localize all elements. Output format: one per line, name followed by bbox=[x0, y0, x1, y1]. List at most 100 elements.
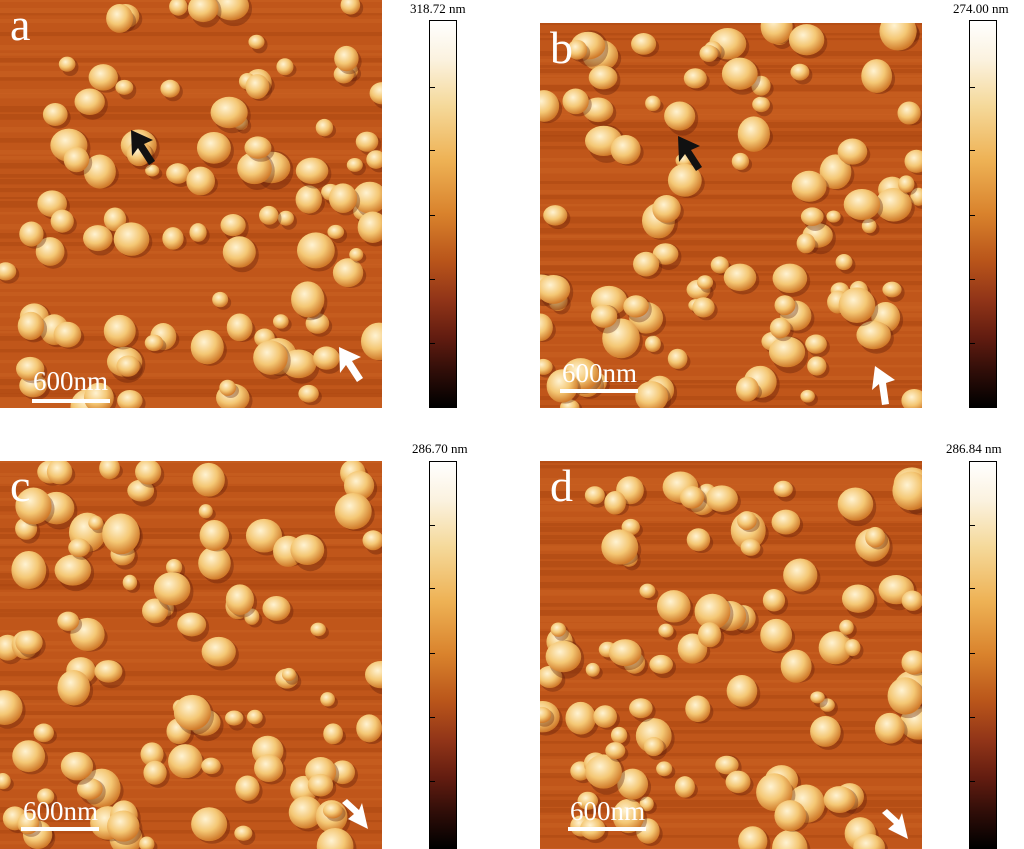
particle bbox=[565, 701, 596, 735]
particle bbox=[254, 754, 284, 783]
particle bbox=[76, 778, 103, 800]
particle bbox=[751, 75, 771, 96]
scan-line bbox=[0, 89, 382, 94]
black-arrow-icon bbox=[678, 136, 702, 171]
particle bbox=[153, 572, 191, 606]
scan-line bbox=[540, 544, 922, 551]
particle bbox=[796, 233, 816, 254]
particle bbox=[237, 151, 272, 185]
particle bbox=[874, 712, 905, 744]
particle bbox=[601, 529, 639, 565]
particle bbox=[343, 470, 375, 501]
scan-line bbox=[540, 109, 922, 115]
particle bbox=[740, 539, 761, 556]
particle bbox=[244, 608, 260, 625]
scan-line bbox=[0, 477, 382, 484]
scan-line bbox=[0, 786, 382, 790]
scale-bar bbox=[32, 399, 110, 403]
particle bbox=[37, 788, 55, 805]
scan-line bbox=[540, 517, 922, 522]
particle bbox=[224, 710, 244, 726]
particle bbox=[692, 297, 715, 318]
particle bbox=[187, 0, 219, 23]
scan-line bbox=[540, 554, 922, 560]
scale-bar bbox=[560, 389, 638, 393]
particle bbox=[199, 519, 230, 551]
particle bbox=[901, 590, 922, 611]
particle bbox=[904, 149, 922, 173]
particle bbox=[189, 223, 207, 242]
particle bbox=[186, 166, 215, 196]
scan-line bbox=[540, 365, 922, 368]
particle bbox=[791, 170, 827, 202]
particle bbox=[664, 101, 696, 131]
scan-line bbox=[0, 71, 382, 78]
particle bbox=[697, 622, 722, 648]
scan-line bbox=[540, 461, 922, 464]
particle bbox=[636, 818, 660, 844]
particle bbox=[57, 611, 80, 631]
particle bbox=[540, 90, 560, 122]
particle bbox=[334, 493, 372, 530]
particle bbox=[731, 152, 750, 170]
scan-line bbox=[0, 313, 382, 318]
particle bbox=[116, 355, 140, 377]
scan-line bbox=[540, 561, 922, 568]
particle bbox=[865, 526, 886, 548]
particle bbox=[235, 775, 260, 801]
scan-line bbox=[0, 592, 382, 596]
panel-label: d bbox=[550, 461, 573, 511]
scan-line bbox=[540, 800, 922, 807]
particle bbox=[639, 796, 654, 812]
scan-line bbox=[540, 659, 922, 664]
particle bbox=[910, 187, 922, 206]
particle bbox=[875, 187, 912, 222]
particle bbox=[629, 698, 653, 719]
particle bbox=[253, 340, 288, 375]
particle bbox=[82, 225, 113, 252]
scale-bar bbox=[21, 827, 99, 831]
particle bbox=[99, 461, 120, 480]
particle bbox=[819, 698, 835, 712]
particle bbox=[0, 773, 11, 790]
particle bbox=[631, 33, 657, 55]
particle bbox=[772, 829, 808, 849]
particle bbox=[823, 786, 856, 813]
scan-line bbox=[540, 396, 922, 401]
particle bbox=[540, 358, 553, 375]
particle bbox=[106, 4, 134, 33]
particle bbox=[667, 348, 688, 369]
particle bbox=[346, 158, 363, 172]
particle bbox=[610, 134, 641, 165]
particle bbox=[57, 669, 91, 706]
particle bbox=[192, 462, 225, 497]
particle bbox=[288, 796, 323, 829]
scan-line bbox=[540, 85, 922, 92]
particle bbox=[658, 623, 674, 638]
particle bbox=[290, 534, 325, 566]
particle bbox=[127, 479, 155, 502]
particle bbox=[213, 0, 250, 21]
scan-line bbox=[540, 131, 922, 137]
scale-bar-label: 600nm bbox=[33, 366, 109, 396]
particle bbox=[697, 275, 714, 290]
particle bbox=[617, 768, 649, 800]
particle bbox=[540, 706, 552, 723]
particle bbox=[42, 102, 68, 127]
particle bbox=[15, 630, 43, 655]
particle bbox=[771, 509, 801, 535]
particle bbox=[313, 346, 340, 370]
particle bbox=[320, 692, 335, 707]
scan-line bbox=[0, 292, 382, 297]
particle bbox=[0, 690, 23, 725]
white-arrow-icon bbox=[882, 809, 908, 839]
particle bbox=[53, 321, 82, 348]
scan-line bbox=[0, 336, 382, 341]
scan-line bbox=[540, 228, 922, 234]
scan-line bbox=[0, 728, 382, 734]
colorbar-b bbox=[969, 20, 997, 408]
particle bbox=[295, 185, 322, 214]
particle bbox=[685, 695, 711, 723]
scan-line bbox=[0, 528, 382, 533]
particle bbox=[166, 559, 183, 576]
